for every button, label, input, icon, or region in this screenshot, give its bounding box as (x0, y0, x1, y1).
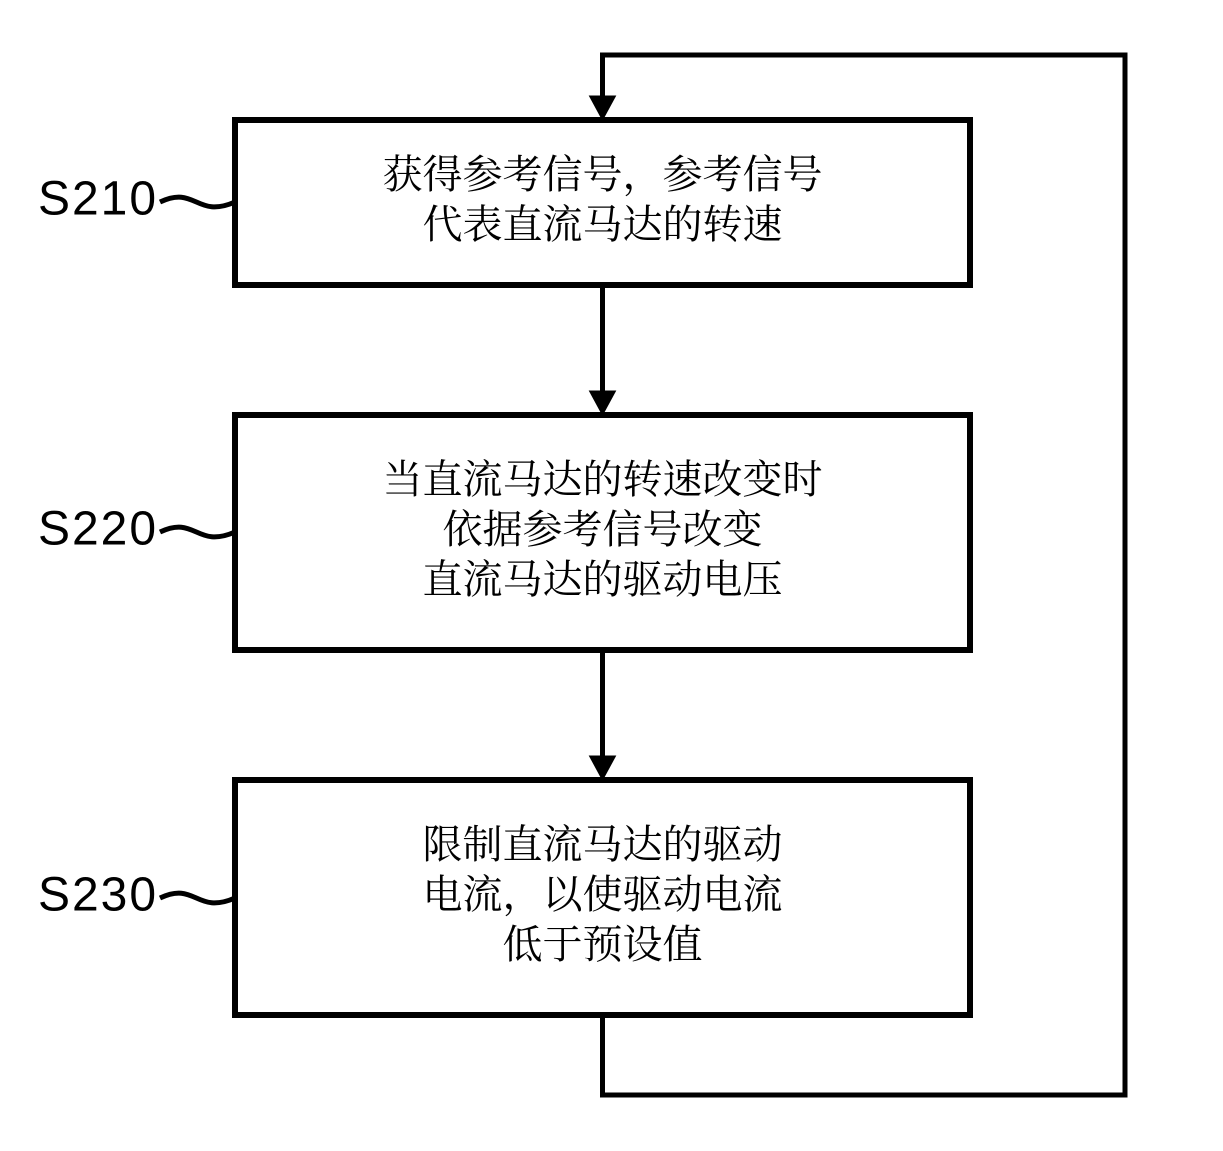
flow-step-S220-line-0: 当直流马达的转速改变时 (383, 448, 823, 505)
step-label-S230: S230 (38, 869, 158, 922)
label-connector-S210 (160, 197, 235, 207)
label-connector-S220 (160, 527, 235, 537)
flow-step-S230-line-0: 限制直流马达的驱动 (423, 813, 783, 870)
flow-step-S230-line-1: 电流，以使驱动电流 (423, 863, 783, 920)
flow-step-S220-line-2: 直流马达的驱动电压 (423, 548, 783, 605)
flow-step-S210-line-1: 代表直流马达的转速 (423, 193, 783, 250)
label-connector-S230 (160, 893, 235, 903)
flow-step-S210-line-0: 获得参考信号，参考信号 (383, 143, 823, 200)
flowchart: 获得参考信号，参考信号代表直流马达的转速 S210 当直流马达的转速改变时依据参考信… (0, 0, 1223, 1151)
flow-step-S220-line-1: 依据参考信号改变 (443, 498, 763, 555)
flow-step-S230-line-2: 低于预设值 (503, 913, 703, 970)
step-label-S220: S220 (38, 503, 158, 556)
step-label-S210: S210 (38, 173, 158, 226)
